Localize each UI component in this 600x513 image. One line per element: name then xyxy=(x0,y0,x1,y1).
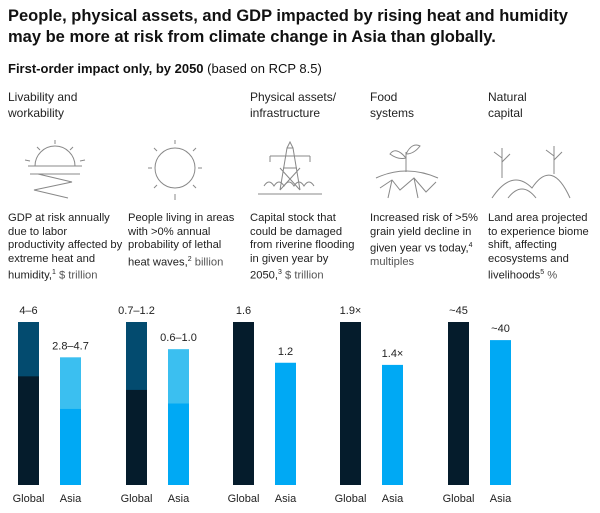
category-label: Asia xyxy=(490,493,512,505)
bar-global xyxy=(340,322,361,485)
description-gdp-at-risk: GDP at risk annually due to labor produc… xyxy=(8,212,123,283)
data-label: 0.6–1.0 xyxy=(160,332,197,344)
sun-icon xyxy=(148,140,202,200)
flooded-power-tower-icon xyxy=(258,140,322,195)
bar-low-asia xyxy=(60,408,81,485)
category-label: Asia xyxy=(60,493,82,505)
description-grain-yield: Increased risk of >5% grain yield declin… xyxy=(370,212,485,270)
bar-low-global xyxy=(126,389,147,485)
subtitle-bold: First-order impact only, by 2050 xyxy=(8,61,204,76)
chart-title: People, physical assets, and GDP impacte… xyxy=(8,7,568,46)
category-label: Asia xyxy=(382,493,404,505)
desc-unit: % xyxy=(544,269,558,282)
bar-asia xyxy=(490,340,511,485)
footnote-marker: 3 xyxy=(278,269,282,276)
desc-text: Land area projected to experience biome … xyxy=(488,212,589,282)
category-label: Global xyxy=(228,493,260,505)
footnote-marker: 4 xyxy=(468,242,473,249)
category-label: Global xyxy=(121,493,153,505)
data-label: 1.6 xyxy=(236,305,251,317)
data-label: 1.2 xyxy=(278,346,293,358)
category-natural-capital: Natural capital xyxy=(488,90,527,120)
desc-text: Increased risk of >5% grain yield declin… xyxy=(370,212,478,255)
category-label: Global xyxy=(443,493,475,505)
data-label: 4–6 xyxy=(19,305,37,317)
chart-subtitle: First-order impact only, by 2050 (based … xyxy=(8,61,322,76)
data-label: ~40 xyxy=(491,323,510,335)
category-livability: Livability and workability xyxy=(8,90,78,120)
desc-text: GDP at risk annually due to labor produc… xyxy=(8,212,123,282)
category-label: Global xyxy=(335,493,367,505)
desc-text: Capital stock that could be damaged from… xyxy=(250,212,355,282)
footnote-marker: 5 xyxy=(540,269,545,276)
description-capital-stock: Capital stock that could be damaged from… xyxy=(250,212,362,283)
sun-heat-icon xyxy=(24,140,86,199)
footnote-marker: 2 xyxy=(187,255,192,263)
desc-unit: multiples xyxy=(370,256,415,269)
plant-dry-soil-icon xyxy=(375,144,439,199)
description-biome-shift: Land area projected to experience biome … xyxy=(488,212,596,283)
bar-low-asia xyxy=(168,403,189,485)
subtitle-note: (based on RCP 8.5) xyxy=(203,61,322,76)
landscape-trees-icon xyxy=(491,146,571,199)
description-lethal-heat: People living in areas with >0% annual p… xyxy=(128,212,243,270)
data-label: 1.9× xyxy=(340,305,362,317)
category-physical-assets: Physical assets/ infrastructure xyxy=(250,90,337,120)
bar-global xyxy=(233,322,254,485)
category-label: Asia xyxy=(275,493,297,505)
bar-charts: 4–6 Global 2.8–4.7 Asia 0.7–1.2 Global 0.6–1.0… xyxy=(13,305,512,505)
data-label: 1.4× xyxy=(382,348,404,360)
desc-text: People living in areas with >0% annual p… xyxy=(128,212,235,269)
category-label: Global xyxy=(13,493,45,505)
bar-global xyxy=(448,322,469,485)
desc-unit: $ trillion xyxy=(55,269,98,282)
bar-low-global xyxy=(18,376,39,485)
bar-asia xyxy=(275,362,296,485)
data-label: 0.7–1.2 xyxy=(118,305,155,317)
category-food-systems: Food systems xyxy=(370,90,415,120)
desc-unit: $ trillion xyxy=(281,269,324,282)
category-label: Asia xyxy=(168,493,190,505)
data-label: 2.8–4.7 xyxy=(52,340,89,352)
bar-asia xyxy=(382,364,403,485)
desc-unit: billion xyxy=(191,256,224,269)
data-label: ~45 xyxy=(449,305,468,317)
footnote-marker: 1 xyxy=(51,269,56,276)
